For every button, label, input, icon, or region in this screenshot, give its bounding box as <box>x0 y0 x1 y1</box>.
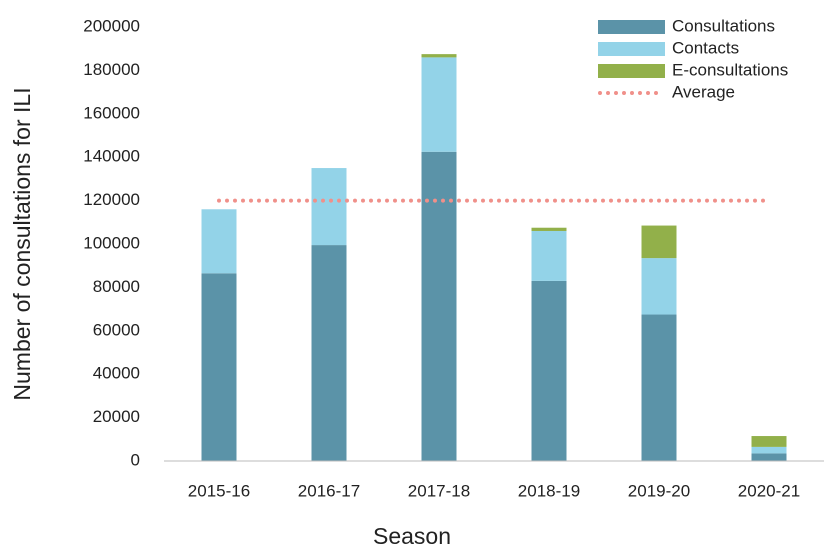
y-tick-label: 120000 <box>83 190 140 209</box>
x-tick-label: 2017-18 <box>408 481 470 500</box>
bar <box>311 245 347 461</box>
bar <box>641 225 677 259</box>
y-tick-label: 60000 <box>93 320 140 339</box>
legend-swatch <box>598 64 665 78</box>
bar <box>641 314 677 461</box>
x-tick-label: 2018-19 <box>518 481 580 500</box>
y-tick-label: 40000 <box>93 364 140 383</box>
legend-label: Average <box>672 82 735 101</box>
y-tick-label: 160000 <box>83 103 140 122</box>
bar <box>641 258 677 315</box>
x-tick-label: 2015-16 <box>188 481 250 500</box>
bar <box>421 57 457 152</box>
bar <box>531 230 567 281</box>
legend-label: Contacts <box>672 38 739 57</box>
bar <box>531 227 567 231</box>
legend-swatch <box>598 20 665 34</box>
bar <box>201 209 237 274</box>
y-tick-label: 20000 <box>93 407 140 426</box>
bar <box>421 54 457 58</box>
y-tick-label: 200000 <box>83 16 140 35</box>
y-tick-label: 80000 <box>93 277 140 296</box>
bar <box>201 273 237 461</box>
bar <box>531 280 567 461</box>
y-tick-label: 140000 <box>83 147 140 166</box>
bar <box>751 453 787 461</box>
legend-label: E-consultations <box>672 60 788 79</box>
legend-label: Consultations <box>672 16 775 35</box>
x-tick-label: 2016-17 <box>298 481 360 500</box>
bar <box>751 446 787 454</box>
y-tick-label: 180000 <box>83 60 140 79</box>
bar <box>751 436 787 447</box>
x-axis-label: Season <box>373 523 451 549</box>
y-tick-label: 100000 <box>83 233 140 252</box>
legend-swatch <box>598 42 665 56</box>
x-tick-label: 2020-21 <box>738 481 800 500</box>
y-axis-label: Number of consultations for ILI <box>9 87 35 400</box>
bar <box>421 151 457 461</box>
x-tick-label: 2019-20 <box>628 481 690 500</box>
y-tick-label: 0 <box>131 450 140 469</box>
bar <box>311 168 347 246</box>
